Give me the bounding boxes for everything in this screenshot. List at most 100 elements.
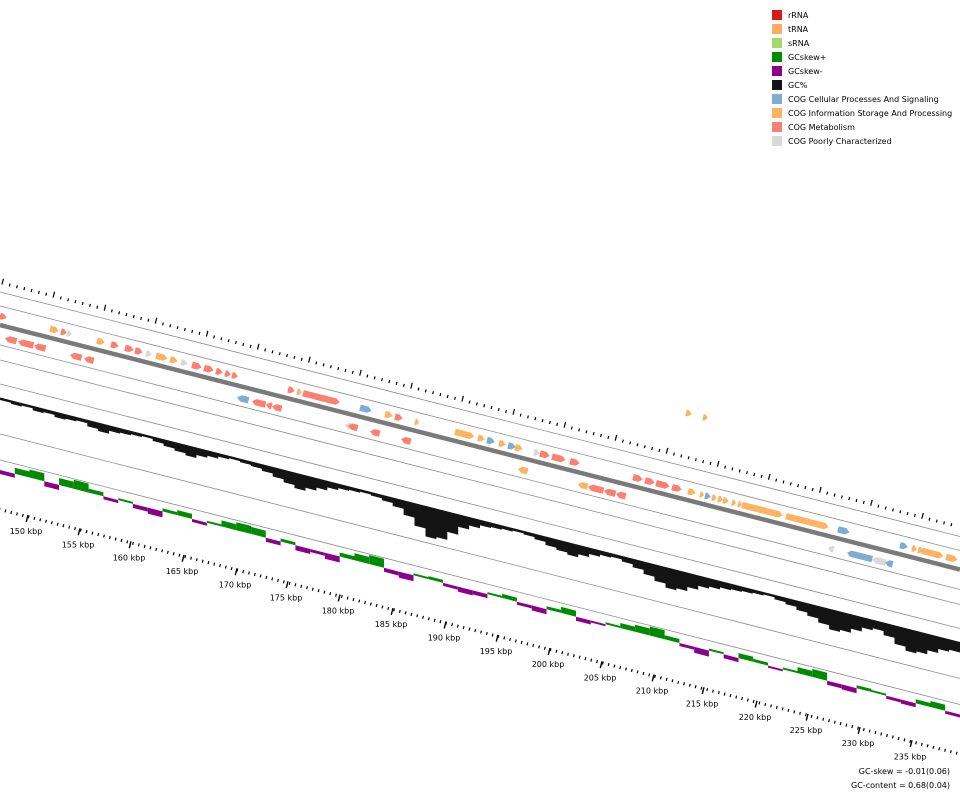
gc-skew-negative: [398, 571, 414, 582]
feature-arrow: [671, 484, 682, 492]
legend-label: tRNA: [788, 24, 809, 34]
scale-tick: [822, 717, 825, 721]
legend: rRNA tRNA sRNA GCskew+ GCskew- GC% COG C…: [772, 8, 952, 148]
legend-swatch: [772, 24, 782, 34]
legend-swatch: [772, 80, 782, 90]
scale-tick: [770, 704, 772, 708]
tick-mark: [37, 290, 40, 294]
tick-mark: [833, 493, 836, 497]
scale-tick: [271, 577, 274, 581]
gc-skew-negative: [679, 643, 695, 650]
tick-mark: [468, 400, 471, 404]
scale-tick: [224, 565, 227, 569]
tick-mark: [271, 350, 274, 354]
gc-skew-positive: [487, 592, 503, 598]
scale-tick: [364, 600, 366, 605]
feature-arrow: [785, 513, 829, 530]
guide-line: [0, 344, 960, 590]
scale-tick: [346, 596, 349, 600]
tick-mark: [505, 409, 508, 413]
tick-mark: [512, 408, 516, 415]
scale-major-tick: [390, 607, 394, 616]
scale-tick: [114, 537, 117, 541]
scale-tick: [85, 530, 88, 534]
scale-label: 170 kbp: [219, 580, 252, 589]
scale-tick: [91, 531, 94, 535]
scale-tick: [642, 671, 645, 676]
tick-mark: [424, 389, 427, 393]
scale-tick: [358, 599, 361, 603]
scale-tick: [636, 670, 639, 674]
scale-tick: [845, 723, 848, 727]
scale-label: 150 kbp: [10, 527, 43, 536]
tick-mark: [899, 510, 902, 514]
gc-skew-positive: [118, 498, 133, 504]
scale-tick: [625, 667, 627, 671]
scale-major-tick: [495, 634, 499, 642]
feature-arrow: [180, 359, 188, 366]
feature-arrow: [5, 336, 18, 345]
feature-arrow: [507, 442, 516, 450]
scale-tick: [56, 522, 59, 526]
scale-tick: [677, 680, 680, 684]
scale-tick: [909, 739, 912, 743]
gc-skew-negative: [768, 665, 783, 672]
scale-tick: [277, 578, 279, 582]
scale-tick: [874, 730, 877, 735]
feature-arrow: [169, 356, 178, 364]
tick-mark: [59, 296, 62, 300]
scale-tick: [839, 722, 842, 726]
scale-tick: [857, 726, 859, 730]
scale-tick: [410, 612, 413, 616]
tick-mark: [877, 504, 880, 508]
gc-skew-negative: [147, 507, 163, 518]
scale-tick: [810, 714, 813, 718]
gc-skew-positive: [206, 520, 222, 527]
feature-arrow: [359, 404, 372, 413]
tick-mark: [96, 305, 99, 309]
scale-tick: [103, 534, 105, 538]
scale-tick: [178, 553, 181, 557]
tick-mark: [694, 458, 697, 462]
legend-item-cog-cellular: COG Cellular Processes And Signaling: [772, 92, 952, 106]
tick-mark: [643, 445, 646, 449]
genome-backbone: [0, 322, 960, 572]
scale-tick: [862, 727, 865, 732]
scale-tick: [4, 509, 7, 513]
tick-mark: [541, 419, 544, 423]
legend-item-srna: sRNA: [772, 36, 952, 50]
scale-tick: [944, 748, 946, 752]
tick-mark: [811, 487, 814, 492]
feature-arrow: [191, 361, 202, 370]
tick-mark: [760, 474, 763, 479]
tick-mark: [52, 291, 56, 298]
feature-arrow: [588, 484, 605, 494]
tick-mark: [906, 512, 909, 516]
tick-mark: [432, 391, 435, 395]
feature-arrow: [911, 545, 917, 552]
scale-tick: [851, 725, 854, 729]
tick-mark: [746, 471, 748, 475]
legend-swatch: [772, 108, 782, 118]
gc-skew-positive: [14, 467, 30, 478]
scale-tick: [404, 611, 407, 615]
tick-mark: [892, 508, 894, 512]
scale-tick: [108, 535, 111, 540]
gc-skew-positive: [280, 538, 296, 546]
tick-mark: [629, 441, 632, 445]
gc-skew-positive: [413, 573, 429, 580]
gc-skew-negative: [0, 470, 15, 478]
scale-tick: [369, 602, 372, 606]
scale-tick: [671, 679, 674, 683]
tick-mark: [351, 370, 354, 374]
tick-mark: [585, 430, 588, 434]
tick-mark: [782, 480, 785, 484]
scale-tick: [665, 677, 668, 681]
tick-mark: [439, 393, 442, 397]
feature-arrow: [287, 386, 295, 394]
scale-tick: [572, 654, 575, 658]
feature-arrow: [384, 411, 393, 419]
scale-label: 210 kbp: [636, 687, 669, 696]
tick-mark: [402, 383, 405, 387]
